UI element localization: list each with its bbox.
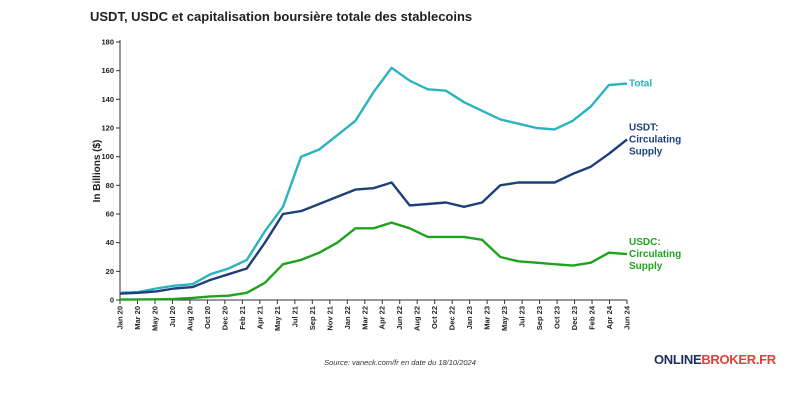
x-tick-label: Jan 22 bbox=[343, 306, 352, 329]
x-tick-label: Jan 23 bbox=[465, 306, 474, 329]
y-axis-label: In Billions ($) bbox=[92, 140, 103, 203]
x-tick-label: Aug 22 bbox=[413, 306, 422, 331]
x-tick-label: Jul 20 bbox=[168, 306, 177, 327]
usdt-series-line bbox=[119, 138, 628, 295]
x-tick-label: Oct 23 bbox=[553, 306, 562, 329]
y-tick-label: 160 bbox=[101, 66, 114, 75]
x-tick-label: Oct 20 bbox=[203, 306, 212, 329]
x-tick-label: Jul 23 bbox=[518, 306, 527, 327]
y-tick-label: 20 bbox=[106, 267, 114, 276]
usdt-series-label-line: Circulating bbox=[629, 134, 681, 145]
x-tick-label: Sep 23 bbox=[535, 306, 544, 330]
x-tick-label: Dec 22 bbox=[448, 306, 457, 330]
x-tick-label: Mar 23 bbox=[483, 306, 492, 330]
x-tick-label: Nov 21 bbox=[325, 306, 334, 331]
x-tick-label: Apr 24 bbox=[605, 305, 614, 329]
total-series-line bbox=[119, 66, 628, 294]
total-series-label: Total bbox=[629, 79, 652, 90]
usdt-series-label-line: Supply bbox=[629, 146, 663, 157]
x-tick-label: Dec 23 bbox=[570, 306, 579, 330]
source-note: Source: vaneck.com/fr en date du 18/10/2… bbox=[324, 358, 476, 367]
x-tick-label: Mar 22 bbox=[360, 306, 369, 330]
x-tick-label: Apr 22 bbox=[378, 306, 387, 329]
x-tick-label: Dec 20 bbox=[220, 306, 229, 330]
x-tick-label: May 20 bbox=[150, 306, 159, 331]
usdc-series-label-line: Supply bbox=[629, 261, 663, 272]
x-tick-label: Sep 21 bbox=[308, 306, 317, 330]
x-tick-label: Jan 20 bbox=[116, 306, 125, 329]
y-tick-label: 140 bbox=[101, 95, 114, 104]
x-tick-label: Jun 22 bbox=[395, 306, 404, 330]
y-tick-label: 0 bbox=[110, 296, 114, 305]
chart-title: USDT, USDC et capitalisation boursière t… bbox=[90, 9, 473, 24]
y-tick-label: 40 bbox=[106, 238, 114, 247]
y-tick-label: 100 bbox=[101, 152, 114, 161]
x-tick-label: Feb 24 bbox=[588, 305, 597, 330]
x-tick-label: Jul 21 bbox=[290, 306, 299, 327]
brand-logo: ONLINEBROKER.FR bbox=[654, 352, 776, 367]
x-tick-label: Aug 20 bbox=[185, 306, 194, 331]
x-tick-label: Apr 21 bbox=[255, 306, 264, 329]
brand-part-broker: BROKER.FR bbox=[701, 352, 776, 367]
x-tick-label: May 21 bbox=[273, 306, 282, 331]
total-series-label-line: Total bbox=[629, 79, 652, 90]
x-tick-label: Jun 24 bbox=[623, 305, 632, 330]
usdc-series-line bbox=[119, 221, 628, 301]
usdc-series-label-line: Circulating bbox=[629, 249, 681, 260]
x-tick-label: Oct 22 bbox=[430, 306, 439, 329]
y-tick-label: 80 bbox=[106, 181, 114, 190]
x-tick-label: May 23 bbox=[500, 306, 509, 331]
y-tick-label: 120 bbox=[101, 124, 114, 133]
brand-part-online: ONLINE bbox=[654, 352, 702, 367]
y-tick-label: 60 bbox=[106, 210, 114, 219]
usdt-series-label-line: USDT: bbox=[629, 122, 658, 133]
usdc-series-label-line: USDC: bbox=[629, 237, 661, 248]
x-tick-label: Mar 20 bbox=[133, 306, 142, 330]
y-tick-label: 180 bbox=[101, 38, 114, 47]
x-tick-label: Feb 21 bbox=[238, 306, 247, 330]
